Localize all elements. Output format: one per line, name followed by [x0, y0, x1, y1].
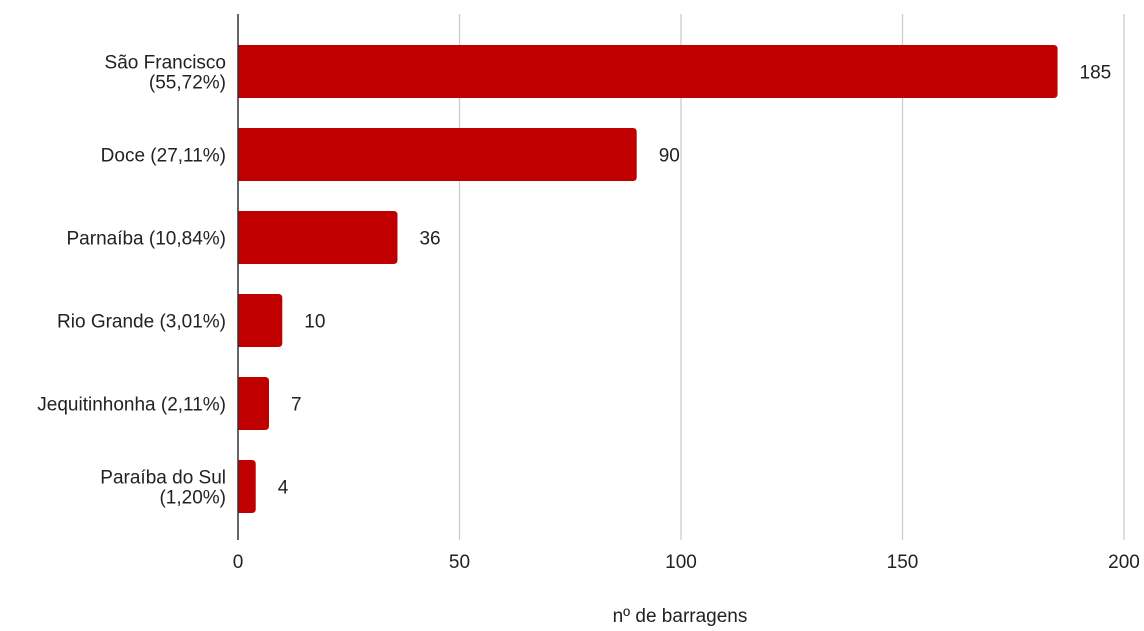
category-label-line: Jequitinhonha (2,11%) [37, 395, 226, 416]
data-label: 185 [1080, 63, 1112, 84]
category-label: São Francisco (55,72%) [105, 53, 226, 94]
x-tick-label: 200 [1108, 552, 1140, 573]
x-tick-labels: 0 50 100 150 200 [233, 552, 1140, 573]
category-label-line: Rio Grande (3,01%) [57, 312, 226, 333]
category-label: Doce (27,11%) [101, 146, 226, 167]
bar [238, 45, 1058, 98]
category-label-line: Parnaíba (10,84%) [67, 229, 227, 250]
bar [238, 294, 283, 347]
x-tick-label: 50 [449, 552, 470, 573]
grid-lines [458, 14, 1125, 540]
category-label-line: (1,20%) [159, 488, 226, 509]
bar [238, 377, 270, 430]
x-tick-label: 0 [233, 552, 244, 573]
data-label: 90 [659, 146, 680, 167]
bar [238, 211, 398, 264]
category-label-line: Doce (27,11%) [101, 146, 226, 167]
category-label: Parnaíba (10,84%) [67, 229, 227, 250]
bars [238, 45, 1058, 513]
data-label: 10 [304, 312, 325, 333]
category-labels: São Francisco (55,72%) Doce (27,11%) Parnaí… [37, 53, 226, 509]
data-label: 7 [291, 395, 302, 416]
category-label: Rio Grande (3,01%) [57, 312, 226, 333]
category-label-line: (55,72%) [149, 73, 226, 94]
bar [238, 460, 256, 513]
data-labels: 185 90 36 10 7 4 [278, 63, 1112, 499]
x-tick-label: 100 [665, 552, 697, 573]
x-axis-title: nº de barragens [613, 606, 748, 626]
category-label-line: São Francisco [105, 53, 226, 74]
category-label: Paraíba do Sul (1,20%) [100, 468, 226, 509]
category-label-line: Paraíba do Sul [100, 468, 226, 489]
bar [238, 128, 637, 181]
x-tick-label: 150 [887, 552, 919, 573]
category-label: Jequitinhonha (2,11%) [37, 395, 226, 416]
data-label: 36 [419, 229, 440, 250]
data-label: 4 [278, 478, 289, 499]
